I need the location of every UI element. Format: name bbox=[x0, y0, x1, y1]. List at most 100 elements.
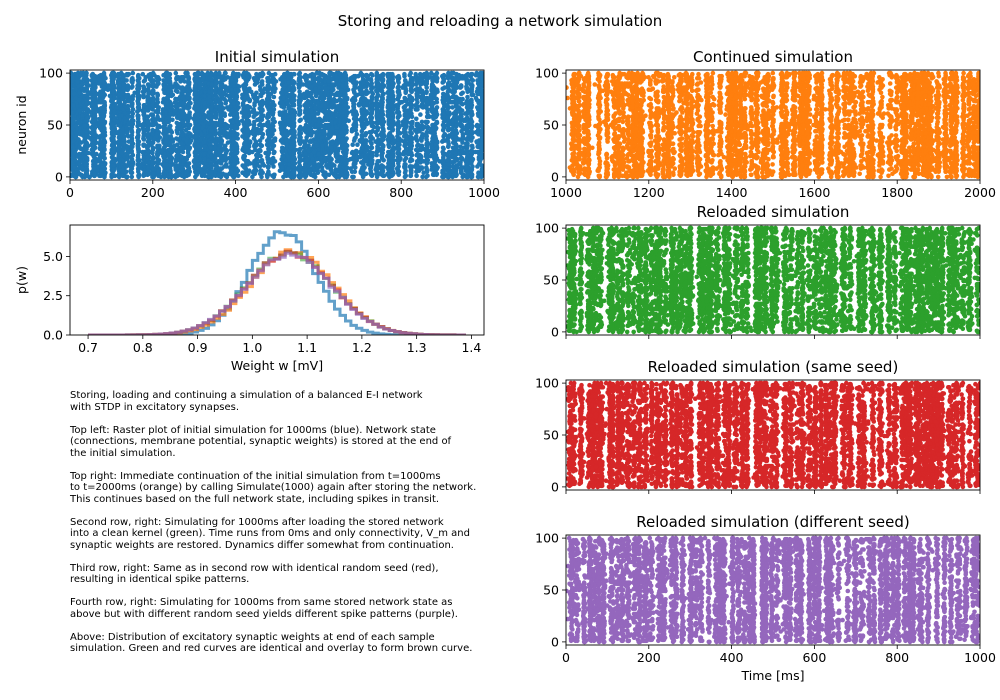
spike bbox=[83, 170, 89, 175]
x-tick-label: 400 bbox=[224, 185, 248, 200]
y-tick-label: 0 bbox=[55, 169, 63, 184]
spike bbox=[91, 137, 97, 142]
spike bbox=[291, 169, 296, 174]
spike bbox=[84, 70, 89, 76]
spike bbox=[180, 85, 185, 90]
spike bbox=[251, 122, 257, 128]
spike bbox=[92, 118, 97, 124]
spike bbox=[124, 156, 130, 162]
spike bbox=[124, 105, 130, 110]
spike bbox=[303, 144, 309, 150]
spike bbox=[208, 145, 213, 151]
spike bbox=[291, 103, 297, 108]
spike bbox=[297, 93, 303, 99]
spike bbox=[286, 154, 291, 160]
spike bbox=[154, 164, 159, 169]
spike bbox=[253, 76, 259, 81]
spike bbox=[298, 124, 303, 130]
spike bbox=[135, 92, 141, 98]
spike bbox=[180, 75, 186, 80]
spike bbox=[75, 76, 80, 81]
spike bbox=[254, 142, 259, 147]
spike bbox=[129, 166, 135, 171]
spike bbox=[257, 138, 263, 143]
spike bbox=[170, 92, 176, 98]
spike bbox=[184, 169, 190, 174]
spike bbox=[102, 76, 107, 81]
spike bbox=[201, 122, 206, 128]
spike bbox=[185, 84, 190, 89]
spike bbox=[208, 117, 214, 123]
spike bbox=[233, 110, 239, 115]
spike bbox=[174, 136, 179, 141]
spike bbox=[209, 165, 214, 170]
spike bbox=[185, 92, 190, 98]
spike bbox=[123, 72, 129, 78]
spike bbox=[322, 130, 327, 135]
spike bbox=[101, 143, 107, 149]
spike bbox=[259, 168, 264, 173]
spike bbox=[292, 133, 297, 138]
spike bbox=[209, 174, 214, 180]
spike bbox=[65, 127, 70, 132]
spike bbox=[83, 150, 89, 156]
spike-dots bbox=[65, 70, 484, 180]
spike bbox=[120, 169, 126, 174]
spike bbox=[188, 88, 193, 94]
spike bbox=[264, 172, 270, 178]
spike bbox=[155, 91, 160, 97]
spike bbox=[235, 160, 240, 165]
spike bbox=[111, 76, 116, 81]
x-tick-label: 600 bbox=[306, 185, 330, 200]
spike bbox=[173, 96, 178, 102]
spike bbox=[112, 116, 118, 122]
spike bbox=[250, 174, 255, 180]
spike bbox=[319, 165, 325, 170]
spike bbox=[175, 131, 180, 136]
spike bbox=[146, 87, 151, 92]
spike bbox=[153, 109, 158, 114]
spike bbox=[254, 80, 260, 85]
spike bbox=[102, 92, 107, 98]
spike bbox=[171, 112, 176, 117]
spike bbox=[150, 159, 155, 164]
spike bbox=[129, 174, 135, 180]
spike bbox=[244, 133, 249, 138]
x-tick-label: 0 bbox=[66, 185, 74, 200]
spike bbox=[91, 166, 97, 171]
spike bbox=[233, 142, 238, 147]
spike bbox=[291, 87, 297, 92]
spike bbox=[93, 85, 98, 90]
spike bbox=[244, 105, 250, 110]
spike bbox=[98, 92, 103, 98]
spike bbox=[84, 81, 90, 86]
spike bbox=[241, 154, 246, 160]
spike bbox=[82, 123, 88, 129]
spike bbox=[286, 166, 292, 171]
spike bbox=[124, 78, 129, 83]
spike bbox=[128, 125, 134, 131]
spike bbox=[151, 99, 156, 105]
spike bbox=[91, 97, 97, 103]
spike bbox=[258, 159, 263, 164]
spike bbox=[146, 83, 152, 88]
spike bbox=[82, 127, 88, 133]
spike bbox=[179, 154, 184, 160]
spike bbox=[78, 140, 84, 145]
spike bbox=[302, 110, 308, 115]
spike bbox=[136, 75, 141, 80]
spike bbox=[111, 173, 117, 179]
spike bbox=[136, 174, 141, 180]
y-tick-label: 100 bbox=[39, 66, 63, 81]
spike bbox=[96, 107, 102, 112]
spike bbox=[208, 77, 214, 82]
spike bbox=[91, 153, 96, 159]
spike bbox=[124, 124, 129, 130]
spike bbox=[167, 147, 173, 153]
spike bbox=[290, 79, 296, 84]
spike bbox=[213, 163, 218, 168]
spike bbox=[251, 132, 256, 137]
spike bbox=[180, 95, 186, 101]
spike bbox=[218, 122, 223, 128]
